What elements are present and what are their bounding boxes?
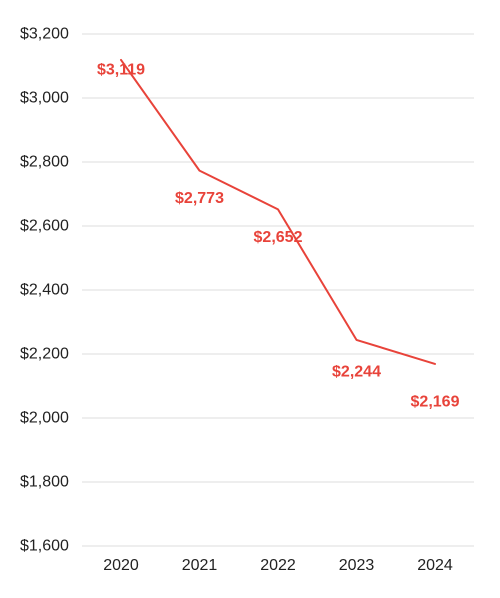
series-line [120, 58, 436, 365]
y-tick-label: $1,600 [20, 538, 69, 555]
y-tick-label: $2,200 [20, 346, 69, 363]
data-labels: $3,119 $2,773 $2,652 $2,244 $2,169 [97, 61, 460, 410]
gridlines [82, 33, 474, 547]
y-tick-label: $2,600 [20, 218, 69, 235]
y-tick-label: $3,000 [20, 90, 69, 107]
x-axis: 2020 2021 2022 2023 2024 [103, 557, 453, 574]
data-label: $3,119 [97, 61, 145, 78]
data-label: $2,244 [332, 363, 381, 380]
data-label: $2,652 [254, 229, 303, 246]
x-tick-label: 2023 [339, 557, 375, 574]
y-axis: $1,600 $1,800 $2,000 $2,200 $2,400 $2,600 $2,8… [20, 26, 69, 555]
series-layer [120, 58, 436, 365]
y-tick-label: $2,000 [20, 410, 69, 427]
x-tick-label: 2020 [103, 557, 139, 574]
x-tick-label: 2024 [417, 557, 453, 574]
x-tick-label: 2021 [182, 557, 218, 574]
data-label: $2,169 [411, 393, 460, 410]
y-tick-label: $3,200 [20, 26, 69, 43]
y-tick-label: $2,400 [20, 282, 69, 299]
y-tick-label: $2,800 [20, 154, 69, 171]
x-tick-label: 2022 [260, 557, 296, 574]
data-label: $2,773 [175, 190, 224, 207]
y-tick-label: $1,800 [20, 474, 69, 491]
